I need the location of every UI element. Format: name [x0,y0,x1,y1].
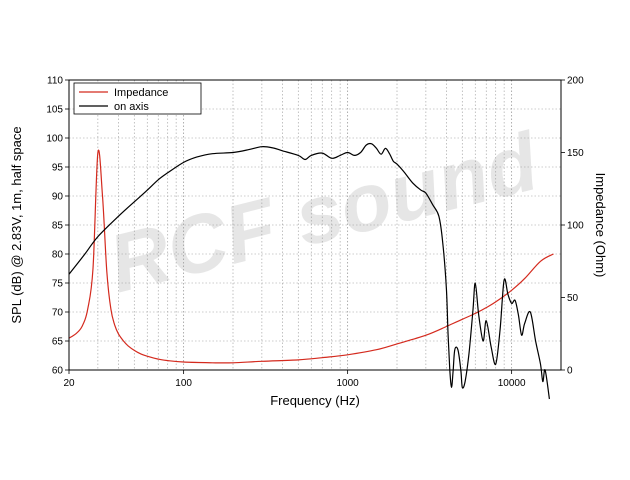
y-tick-label: 65 [52,337,64,348]
series-line-impedance [68,149,554,364]
y2-tick-label: 200 [567,76,584,87]
y-tick-label: 70 [52,308,64,319]
legend-box [73,82,202,115]
x-tick-label: 100 [175,378,192,389]
legend-label-on-axis: on axis [114,101,149,113]
y-tick-label: 100 [46,134,63,145]
y2-tick-label: 100 [567,221,584,232]
series-layer [68,142,554,400]
y-tick-label: 75 [52,279,64,290]
y-tick-label: 105 [46,105,63,116]
series-line-on-axis [68,142,550,400]
grid [69,80,561,370]
y-tick-label: 80 [52,250,64,261]
x-axis-label: Frequency (Hz) [270,393,360,408]
y-axis-label: SPL (dB) @ 2.83V, 1m, half space [9,126,24,323]
y-tick-label: 60 [52,366,64,377]
y-tick-label: 90 [52,192,64,203]
x-axis-ticks: 20 100 1000 10000 [63,370,526,389]
y-tick-label: 110 [47,76,63,87]
y-tick-label: 95 [52,163,64,174]
y2-axis-label: Impedance (Ohm) [593,173,608,278]
y-tick-label: 85 [52,221,64,232]
y2-tick-label: 50 [567,293,579,304]
y2-tick-label: 150 [567,148,584,159]
x-tick-label: 20 [63,378,75,389]
legend: Impedance on axis [73,82,202,115]
x-tick-label: 10000 [498,378,526,389]
y2-tick-label: 0 [567,366,573,377]
y-axis-ticks: 60 65 70 75 80 85 90 95 100 105 110 [46,76,69,377]
y2-axis-ticks: 0 50 100 150 200 [561,76,584,377]
watermark-logo: RCF sound [100,116,548,311]
x-tick-label: 1000 [337,378,360,389]
legend-label-impedance: Impedance [114,87,168,99]
